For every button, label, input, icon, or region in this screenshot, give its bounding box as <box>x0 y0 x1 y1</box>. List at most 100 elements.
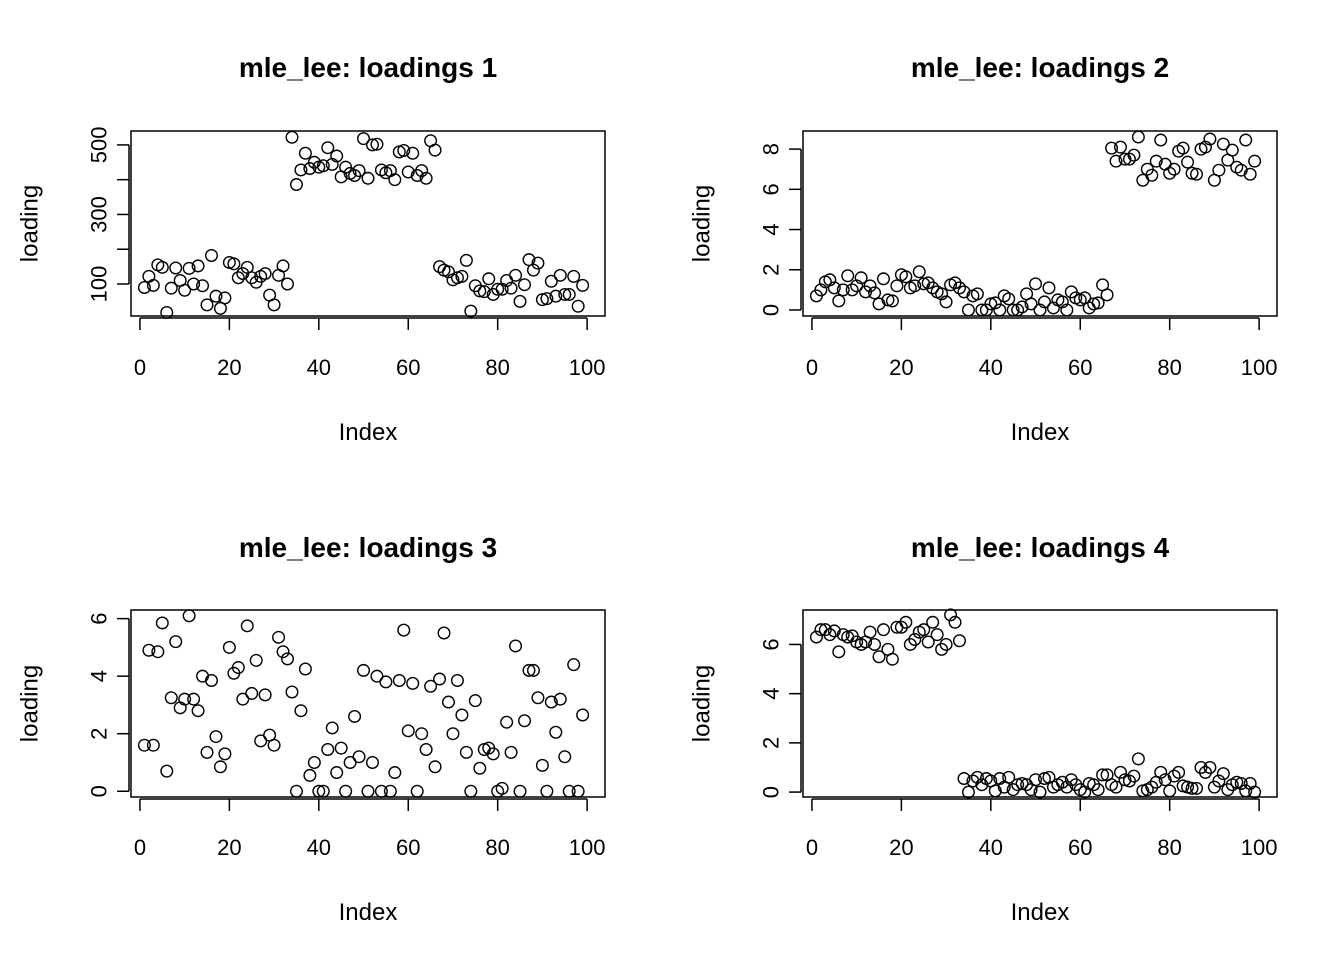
data-point <box>1037 295 1051 309</box>
data-point <box>191 704 205 718</box>
data-point <box>285 685 299 699</box>
x-tick-label: 40 <box>979 835 1003 860</box>
data-point <box>321 141 335 155</box>
data-point <box>325 721 339 735</box>
data-point <box>294 163 308 177</box>
data-point <box>917 623 931 637</box>
data-point <box>1194 760 1208 774</box>
data-point <box>1122 774 1136 788</box>
data-point <box>204 673 218 687</box>
data-point <box>415 164 429 178</box>
data-point <box>1239 133 1253 147</box>
data-point <box>151 645 165 659</box>
data-point <box>339 784 353 798</box>
data-point <box>827 624 841 638</box>
x-tick-label: 80 <box>485 835 509 860</box>
data-point <box>832 645 846 659</box>
data-point <box>1069 778 1083 792</box>
data-point <box>379 675 393 689</box>
data-point <box>187 277 201 291</box>
data-point <box>289 784 303 798</box>
data-point <box>146 278 160 292</box>
data-point <box>1216 767 1230 781</box>
data-point <box>348 169 362 183</box>
data-point <box>526 663 540 677</box>
plot-frame <box>802 609 1278 798</box>
data-point <box>464 304 478 318</box>
data-point <box>419 743 433 757</box>
data-point <box>459 253 473 267</box>
data-point <box>437 626 451 640</box>
data-point <box>553 692 567 706</box>
panel-3: mle_lee: loadings 3 0 20 40 60 80 100 0 2 4 6 Index… <box>17 532 606 926</box>
data-point <box>881 293 895 307</box>
data-point <box>245 271 259 285</box>
data-point <box>961 303 975 317</box>
data-point <box>1203 132 1217 146</box>
data-point <box>276 259 290 273</box>
y-tick-label: 0 <box>87 785 112 797</box>
data-point <box>1154 765 1168 779</box>
data-point <box>330 766 344 780</box>
data-point <box>540 784 554 798</box>
x-tick-label: 100 <box>1241 835 1278 860</box>
data-point <box>1029 773 1043 787</box>
x-tick-label: 60 <box>396 355 420 380</box>
data-point <box>455 269 469 283</box>
data-point <box>294 704 308 718</box>
data-point <box>832 294 846 308</box>
data-point <box>850 279 864 293</box>
data-point <box>988 296 1002 310</box>
data-point <box>912 265 926 279</box>
x-tick-label: 100 <box>569 835 606 860</box>
data-point <box>1248 785 1262 799</box>
data-point <box>352 164 366 178</box>
x-tick-label: 80 <box>1157 835 1181 860</box>
data-point <box>357 132 371 146</box>
data-point <box>1122 152 1136 166</box>
data-point <box>289 178 303 192</box>
data-point <box>504 745 518 759</box>
data-point <box>504 281 518 295</box>
data-point <box>845 283 859 297</box>
data-point <box>272 630 286 644</box>
data-point <box>276 645 290 659</box>
data-point <box>169 261 183 275</box>
data-point <box>1100 288 1114 302</box>
data-point <box>258 267 272 281</box>
data-point <box>1127 769 1141 783</box>
data-point <box>1002 770 1016 784</box>
data-point <box>468 694 482 708</box>
data-point <box>1055 295 1069 309</box>
data-point <box>558 750 572 764</box>
y-axis-label: loading <box>17 185 44 262</box>
data-point <box>316 784 330 798</box>
y-tick-label: 500 <box>87 127 112 164</box>
data-point <box>1033 785 1047 799</box>
x-axis-label: Index <box>339 899 398 926</box>
data-point <box>975 303 989 317</box>
data-point <box>312 784 326 798</box>
data-point <box>970 770 984 784</box>
data-point <box>473 761 487 775</box>
data-point <box>370 669 384 683</box>
data-point <box>365 755 379 769</box>
x-tick-label: 40 <box>979 355 1003 380</box>
data-point <box>921 635 935 649</box>
panel-4: mle_lee: loadings 4 0 20 40 60 80 100 0 2 4 6 Index… <box>689 532 1278 926</box>
data-point <box>518 278 532 292</box>
y-tick-label: 4 <box>87 670 112 682</box>
data-point <box>374 784 388 798</box>
x-axis-label: Index <box>1011 419 1070 446</box>
x-tick-label: 80 <box>1157 355 1181 380</box>
data-point <box>553 268 567 282</box>
data-point <box>196 279 210 293</box>
data-point <box>899 615 913 629</box>
data-point <box>939 637 953 651</box>
data-point <box>1060 780 1074 794</box>
x-tick-label: 60 <box>1068 355 1092 380</box>
data-point <box>1033 303 1047 317</box>
y-tick-label: 0 <box>759 786 784 798</box>
data-point <box>544 274 558 288</box>
